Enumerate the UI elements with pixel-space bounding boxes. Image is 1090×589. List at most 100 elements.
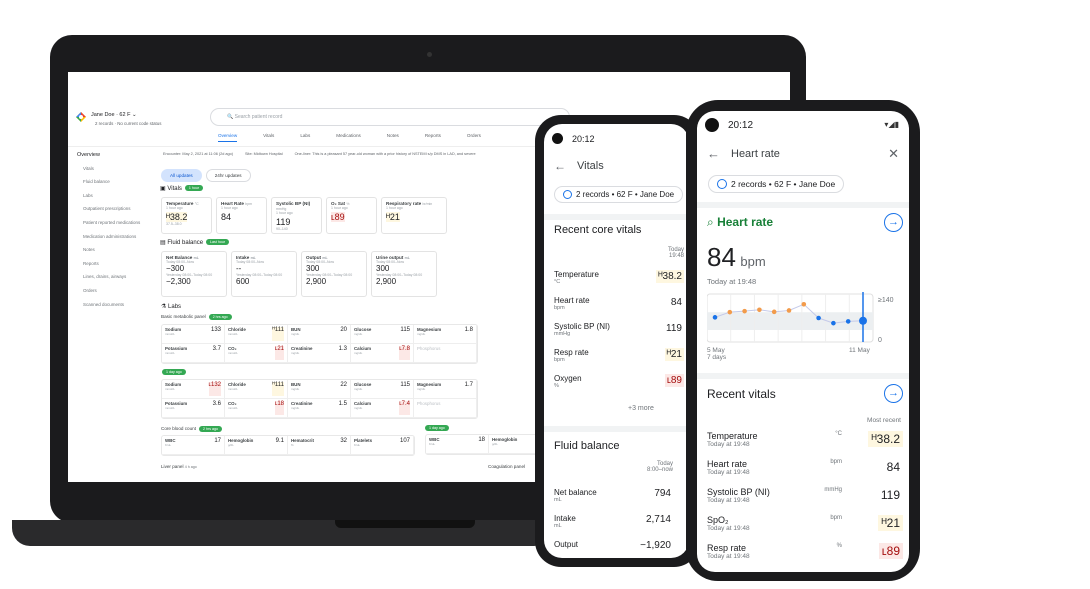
lab-cell[interactable]: Hematocrit% 32 xyxy=(288,436,351,455)
tab-overview[interactable]: Overview xyxy=(218,133,238,142)
vital-card[interactable]: Respiratory rate br/min 1 hour ago ᴴ21 xyxy=(381,197,447,234)
lab-cell[interactable]: CO₂ mmol/L ʟ18 xyxy=(225,399,288,418)
lab-cell[interactable]: WBC K/uL 17 xyxy=(162,436,225,455)
lab-name: Potassium xyxy=(165,401,188,406)
sidebar-item-orders[interactable]: Orders xyxy=(83,287,97,293)
sidebar-item-fluid-balance[interactable]: Fluid balance xyxy=(83,179,110,185)
recent-vital-row[interactable]: Resp rate% Today at 19:48 ʟ89 xyxy=(707,543,903,571)
patient-selector[interactable]: Jane Doe · 62 F ⌄ xyxy=(91,112,137,118)
core-vital-row[interactable]: Temperature °C ᴴ38.2 xyxy=(554,270,684,296)
recent-vital-row[interactable]: Temperature °C Today at 19:48 ᴴ38.2 xyxy=(707,431,903,459)
vital-card[interactable]: Temperature °C 1 hour ago ᴴ38.2 37.5–38.0 xyxy=(161,197,212,234)
fluid-card[interactable]: Intake mL Today 08:00–Now -- Yesterday 08:0… xyxy=(231,251,297,297)
sidebar-item-labs[interactable]: Labs xyxy=(83,192,93,198)
fluid-name-text: Net Balance xyxy=(166,255,193,260)
lab-cell[interactable]: Chloride mmol/L ᴴ111 xyxy=(225,380,288,399)
lab-unit: mmol/L xyxy=(165,406,175,410)
lab-value: ʟ132 xyxy=(208,382,221,396)
tab-orders[interactable]: Orders xyxy=(466,133,481,138)
lab-cell[interactable]: Platelets K/uL 107 xyxy=(351,436,414,455)
patient-chip[interactable]: 2 records • 62 F • Jane Doe xyxy=(708,175,845,193)
tab-labs[interactable]: Labs xyxy=(300,133,311,138)
lab-cell[interactable]: WBC K/uL 18 xyxy=(426,435,489,454)
coag-heading: Coagulation panel xyxy=(488,464,526,469)
fluid-row[interactable]: Net balance mL 794 xyxy=(554,488,671,514)
core-vital-value-text: 119 xyxy=(666,323,682,334)
lab-cell[interactable]: Glucose mg/dL 115 xyxy=(351,325,414,344)
lab-cell[interactable]: Creatinine mg/dL 1.3 xyxy=(288,344,351,363)
core-vital-row[interactable]: Oxygen% ʟ89 xyxy=(554,374,684,400)
lab-cell[interactable]: BUN mg/dL 20 xyxy=(288,325,351,344)
core-vital-name: Temperature xyxy=(554,270,599,279)
lab-cell[interactable]: Sodium mmol/L 133 xyxy=(162,325,225,344)
core-vital-value: ʟ89 xyxy=(664,374,684,387)
one-liner: One-liner: This is a pleasant 57 year-ol… xyxy=(294,152,476,156)
core-vital-row[interactable]: Resp rate bpm ᴴ21 xyxy=(554,348,684,374)
core-vital-row[interactable]: Heart rate bpm 84 xyxy=(554,296,684,322)
fluid-row[interactable]: Intake mL 2,714 xyxy=(554,514,671,540)
search-input[interactable]: 🔍 Search patient record xyxy=(210,108,570,126)
vital-card[interactable]: Systolic BP (NI) mmHg 1 hour ago 119 90–140 xyxy=(271,197,322,234)
close-icon[interactable]: ✕ xyxy=(888,146,899,161)
lab-cell[interactable]: Sodium mmol/L ʟ132 xyxy=(162,380,225,399)
fluid-card[interactable]: Output mL Today 08:00–Now 300 Yesterday 08:… xyxy=(301,251,367,297)
more-link[interactable]: +3 more xyxy=(628,405,654,412)
lab-cell[interactable]: Glucose mg/dL 115 xyxy=(351,380,414,399)
signal-battery-icon: ▾◢▮ xyxy=(884,120,899,129)
sidebar-item-lines-drains-airways[interactable]: Lines, drains, airways xyxy=(83,274,127,280)
filter-all-updates[interactable]: All updates xyxy=(161,169,202,182)
lab-cell[interactable]: Calcium mg/dL ʟ7.8 xyxy=(351,344,414,363)
sidebar-item-medication-administrations[interactable]: Medication administrations xyxy=(83,233,137,239)
lab-cell[interactable]: Hemoglobin g/dL 9.1 xyxy=(225,436,288,455)
lab-cell[interactable]: Potassium mmol/L 3.6 xyxy=(162,399,225,418)
fluid-card[interactable]: Net Balance mL Today 08:00–Now −300 Yesterd… xyxy=(161,251,227,297)
lab-cell[interactable]: Magnesium mg/dL 1.8 xyxy=(414,325,477,344)
fluid-unit: mL xyxy=(554,497,562,503)
lab-unit: K/uL xyxy=(165,443,172,447)
fluid-row[interactable]: Output −1,920 xyxy=(554,540,671,558)
fluid-card[interactable]: Urine output mL Today 08:00–Now 300 Yesterd… xyxy=(371,251,437,297)
sidebar-item-reports[interactable]: Reports xyxy=(83,260,99,266)
recent-vital-row[interactable]: SpO₂ bpm Today at 19:48 ᴴ21 xyxy=(707,515,903,543)
patient-chip[interactable]: 2 records • 62 F • Jane Doe xyxy=(554,186,684,203)
fluid-value: 794 xyxy=(654,488,671,499)
open-recent-vitals-button[interactable]: → xyxy=(884,384,903,403)
tab-notes[interactable]: Notes xyxy=(386,133,399,138)
tab-vitals[interactable]: Vitals xyxy=(263,133,275,138)
lab-cell[interactable]: Phosphorus xyxy=(414,344,477,363)
heart-rate-chart[interactable]: ≥140 0 xyxy=(707,292,907,362)
vital-card[interactable]: O₂ Sat % 1 hour ago ʟ89 xyxy=(326,197,377,234)
lab-cell[interactable]: CO₂ mmol/L ʟ21 xyxy=(225,344,288,363)
vital-name: Systolic BP (NI) mmHg xyxy=(276,201,317,211)
sidebar-item-overview[interactable]: Overview xyxy=(77,152,100,158)
core-vital-unit: bpm xyxy=(554,357,565,363)
lab-cell[interactable]: Phosphorus xyxy=(414,399,477,418)
back-icon[interactable]: ← xyxy=(554,159,566,173)
sidebar-item-outpatient-prescriptions[interactable]: Outpatient prescriptions xyxy=(83,206,131,212)
tab-medications[interactable]: Medications xyxy=(336,133,361,138)
lab-cell[interactable]: Magnesium mg/dL 1.7 xyxy=(414,380,477,399)
recent-vital-row[interactable]: Systolic BP (NI) mmHg Today at 19:48 119 xyxy=(707,487,903,515)
open-heart-rate-button[interactable]: → xyxy=(884,213,903,232)
lab-cell[interactable]: Creatinine mg/dL 1.5 xyxy=(288,399,351,418)
lab-cell[interactable]: Chloride mmol/L ᴴ111 xyxy=(225,325,288,344)
sidebar-item-scanned-documents[interactable]: Scanned documents xyxy=(83,301,125,307)
lab-cell[interactable]: BUN mg/dL 22 xyxy=(288,380,351,399)
heart-rate-card-title: ⌕ Heart rate xyxy=(707,215,774,229)
sidebar-item-vitals[interactable]: Vitals xyxy=(83,165,94,171)
sidebar-item-notes[interactable]: Notes xyxy=(83,247,95,253)
recent-vital-row[interactable]: Heart rate bpm Today at 19:48 84 xyxy=(707,459,903,487)
core-vital-row[interactable]: Systolic BP (NI) mmHg 119 xyxy=(554,322,684,348)
sidebar-item-patient-reported-medications[interactable]: Patient reported medications xyxy=(83,219,141,225)
lab-value-text: 17 xyxy=(214,438,221,444)
lab-value: 22 xyxy=(340,382,347,396)
filter-24hr-updates[interactable]: 24hr updates xyxy=(205,169,251,182)
recent-vital-name: SpO₂ xyxy=(707,515,729,525)
vital-unit: bpm xyxy=(245,202,253,206)
back-icon[interactable]: ← xyxy=(707,146,720,161)
tab-reports[interactable]: Reports xyxy=(424,133,441,138)
vital-card[interactable]: Heart Rate bpm 1 hour ago 84 xyxy=(216,197,267,234)
lab-cell[interactable]: Potassium mmol/L 3.7 xyxy=(162,344,225,363)
lab-cell[interactable]: Calcium mg/dL ʟ7.4 xyxy=(351,399,414,418)
lab-value: 9.1 xyxy=(276,438,284,452)
